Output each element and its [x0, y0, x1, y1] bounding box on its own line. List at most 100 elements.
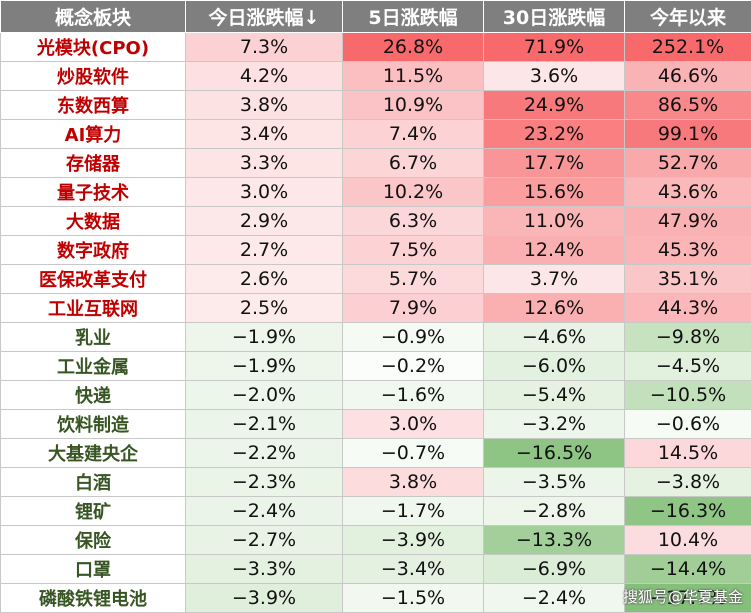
concept-name: 口罩: [1, 555, 186, 584]
concept-name: 炒股软件: [1, 62, 186, 91]
today-change-cell: −1.9%: [186, 323, 343, 352]
30day-change-cell: −16.5%: [484, 439, 625, 468]
concept-name: AI算力: [1, 120, 186, 149]
today-change-cell: 7.3%: [186, 33, 343, 62]
30day-change-cell: 3.6%: [484, 62, 625, 91]
concept-name: 存储器: [1, 149, 186, 178]
table-row: 快递−2.0%−1.6%−5.4%−10.5%: [1, 381, 751, 410]
5day-change-cell: 26.8%: [343, 33, 484, 62]
concept-name: 量子技术: [1, 178, 186, 207]
ytd-change-cell: 86.5%: [625, 91, 751, 120]
table-row: 乳业−1.9%−0.9%−4.6%−9.8%: [1, 323, 751, 352]
ytd-change-cell: 47.9%: [625, 207, 751, 236]
concept-name: 医保改革支付: [1, 265, 186, 294]
today-change-cell: 3.0%: [186, 178, 343, 207]
concept-name: 乳业: [1, 323, 186, 352]
concept-name: 保险: [1, 526, 186, 555]
today-change-cell: −3.3%: [186, 555, 343, 584]
header-concept[interactable]: 概念板块: [1, 1, 186, 33]
today-change-cell: −2.1%: [186, 410, 343, 439]
ytd-change-cell: −3.8%: [625, 468, 751, 497]
5day-change-cell: 6.3%: [343, 207, 484, 236]
today-change-cell: −2.4%: [186, 497, 343, 526]
concept-name: 数字政府: [1, 236, 186, 265]
30day-change-cell: −6.0%: [484, 352, 625, 381]
concept-name: 大数据: [1, 207, 186, 236]
today-change-cell: 2.9%: [186, 207, 343, 236]
today-change-cell: −2.2%: [186, 439, 343, 468]
today-change-cell: 3.4%: [186, 120, 343, 149]
5day-change-cell: −1.6%: [343, 381, 484, 410]
5day-change-cell: −1.7%: [343, 497, 484, 526]
30day-change-cell: 11.0%: [484, 207, 625, 236]
ytd-change-cell: 252.1%: [625, 33, 751, 62]
table-row: 锂矿−2.4%−1.7%−2.8%−16.3%: [1, 497, 751, 526]
30day-change-cell: 24.9%: [484, 91, 625, 120]
table-row: 白酒−2.3%3.8%−3.5%−3.8%: [1, 468, 751, 497]
header-today-change[interactable]: 今日涨跌幅↓: [186, 1, 343, 33]
ytd-change-cell: 46.6%: [625, 62, 751, 91]
30day-change-cell: −13.3%: [484, 526, 625, 555]
30day-change-cell: 3.7%: [484, 265, 625, 294]
watermark: 搜狐号@华夏基金: [623, 586, 743, 607]
concept-name: 锂矿: [1, 497, 186, 526]
concept-name: 工业金属: [1, 352, 186, 381]
today-change-cell: 2.7%: [186, 236, 343, 265]
30day-change-cell: −6.9%: [484, 555, 625, 584]
30day-change-cell: 15.6%: [484, 178, 625, 207]
ytd-change-cell: −14.4%: [625, 555, 751, 584]
5day-change-cell: −0.9%: [343, 323, 484, 352]
30day-change-cell: 12.6%: [484, 294, 625, 323]
5day-change-cell: 3.0%: [343, 410, 484, 439]
ytd-change-cell: 99.1%: [625, 120, 751, 149]
concept-name: 饮料制造: [1, 410, 186, 439]
ytd-change-cell: −16.3%: [625, 497, 751, 526]
concept-name: 工业互联网: [1, 294, 186, 323]
5day-change-cell: 10.2%: [343, 178, 484, 207]
concept-name: 白酒: [1, 468, 186, 497]
30day-change-cell: −2.8%: [484, 497, 625, 526]
table-row: 工业金属−1.9%−0.2%−6.0%−4.5%: [1, 352, 751, 381]
table-row: 大基建央企−2.2%−0.7%−16.5%14.5%: [1, 439, 751, 468]
today-change-cell: −2.0%: [186, 381, 343, 410]
ytd-change-cell: 52.7%: [625, 149, 751, 178]
5day-change-cell: −1.5%: [343, 584, 484, 613]
header-30day-change[interactable]: 30日涨跌幅: [484, 1, 625, 33]
30day-change-cell: −5.4%: [484, 381, 625, 410]
5day-change-cell: −3.4%: [343, 555, 484, 584]
ytd-change-cell: 45.3%: [625, 236, 751, 265]
table-row: 光模块(CPO)7.3%26.8%71.9%252.1%: [1, 33, 751, 62]
header-row: 概念板块 今日涨跌幅↓ 5日涨跌幅 30日涨跌幅 今年以来: [1, 1, 751, 33]
5day-change-cell: 6.7%: [343, 149, 484, 178]
header-5day-change[interactable]: 5日涨跌幅: [343, 1, 484, 33]
today-change-cell: −3.9%: [186, 584, 343, 613]
today-change-cell: 4.2%: [186, 62, 343, 91]
5day-change-cell: 7.9%: [343, 294, 484, 323]
ytd-change-cell: 35.1%: [625, 265, 751, 294]
30day-change-cell: −3.2%: [484, 410, 625, 439]
5day-change-cell: 7.5%: [343, 236, 484, 265]
today-change-cell: 3.3%: [186, 149, 343, 178]
header-ytd-change[interactable]: 今年以来: [625, 1, 751, 33]
table-row: 口罩−3.3%−3.4%−6.9%−14.4%: [1, 555, 751, 584]
ytd-change-cell: 14.5%: [625, 439, 751, 468]
30day-change-cell: 23.2%: [484, 120, 625, 149]
today-change-cell: −2.7%: [186, 526, 343, 555]
5day-change-cell: 7.4%: [343, 120, 484, 149]
today-change-cell: 2.5%: [186, 294, 343, 323]
ytd-change-cell: −0.6%: [625, 410, 751, 439]
concept-name: 磷酸铁锂电池: [1, 584, 186, 613]
5day-change-cell: 10.9%: [343, 91, 484, 120]
5day-change-cell: 5.7%: [343, 265, 484, 294]
concept-name: 大基建央企: [1, 439, 186, 468]
ytd-change-cell: −4.5%: [625, 352, 751, 381]
5day-change-cell: −3.9%: [343, 526, 484, 555]
